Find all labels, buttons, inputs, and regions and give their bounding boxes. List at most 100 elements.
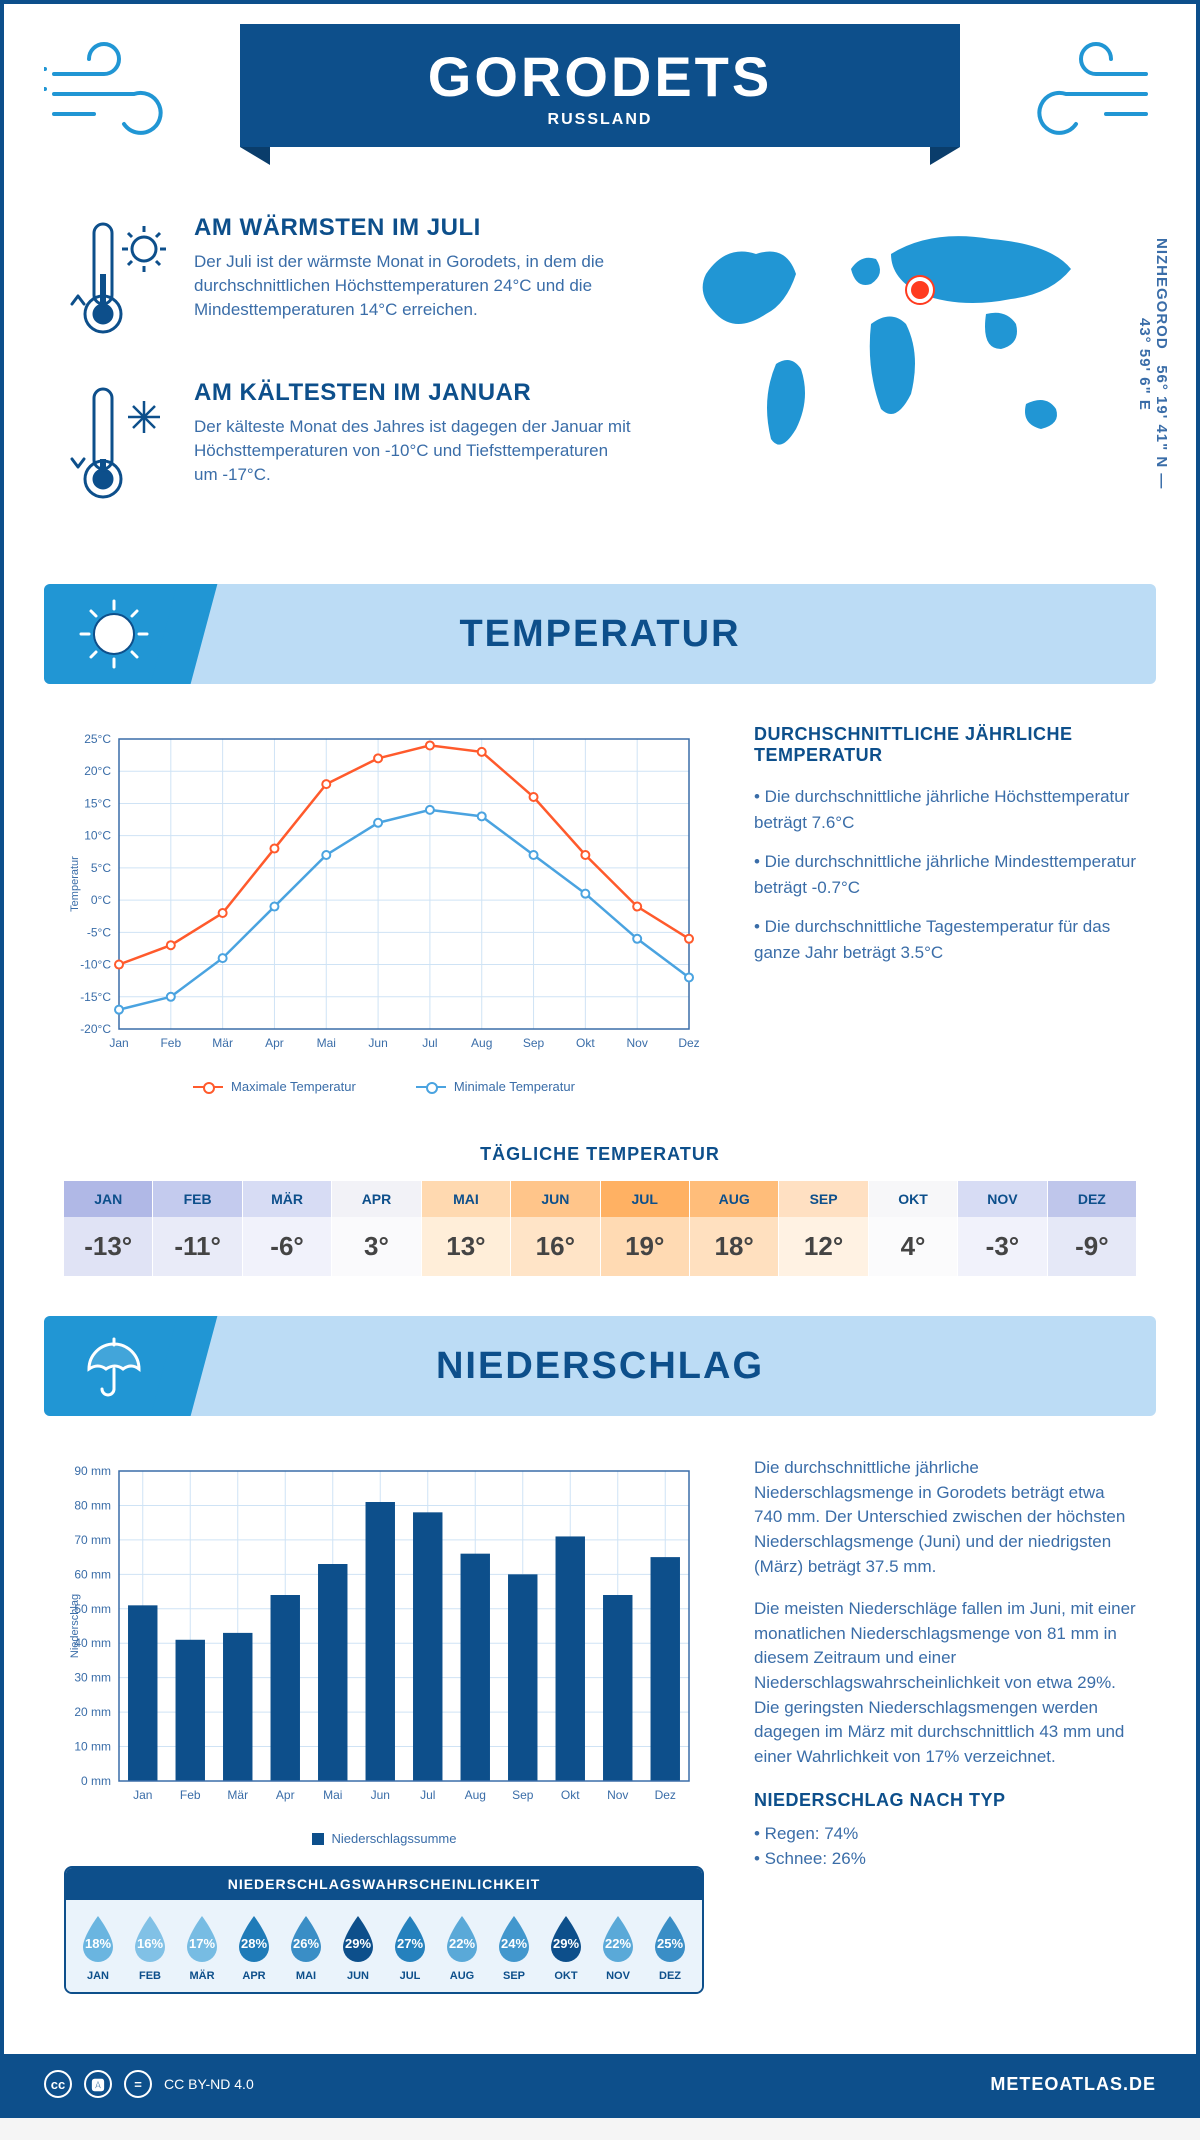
precip-text-1: Die durchschnittliche jährliche Niedersc…	[754, 1456, 1136, 1579]
svg-text:Feb: Feb	[160, 1036, 181, 1050]
daily-cell: JUN16°	[511, 1181, 600, 1276]
svg-text:Dez: Dez	[678, 1036, 699, 1050]
daily-cell: OKT4°	[869, 1181, 958, 1276]
prob-cell: 28%APR	[230, 1914, 278, 1982]
svg-text:5°C: 5°C	[91, 861, 111, 875]
map-location-pin	[907, 277, 933, 303]
country-subtitle: RUSSLAND	[280, 111, 920, 129]
svg-text:80 mm: 80 mm	[74, 1498, 111, 1512]
title-banner: GORODETS RUSSLAND	[240, 24, 960, 147]
svg-text:Jun: Jun	[368, 1036, 387, 1050]
section-title: NIEDERSCHLAG	[204, 1345, 1156, 1388]
svg-text:-10°C: -10°C	[80, 958, 111, 972]
daily-temp-title: TÄGLICHE TEMPERATUR	[4, 1144, 1196, 1165]
cc-icon: cc	[44, 2070, 72, 2098]
svg-text:Jan: Jan	[109, 1036, 128, 1050]
svg-text:Aug: Aug	[465, 1788, 486, 1802]
coldest-fact: AM KÄLTESTEN IM JANUAR Der kälteste Mona…	[64, 379, 636, 514]
coordinates: NIZHEGOROD 56° 19' 41" N — 43° 59' 6" E	[1136, 224, 1170, 504]
prob-cell: 26%MAI	[282, 1914, 330, 1982]
thermometer-snow-icon	[64, 379, 174, 509]
svg-text:20°C: 20°C	[84, 764, 111, 778]
prob-cell: 29%JUN	[334, 1914, 382, 1982]
prob-cell: 22%NOV	[594, 1914, 642, 1982]
prob-cell: 16%FEB	[126, 1914, 174, 1982]
svg-text:70 mm: 70 mm	[74, 1533, 111, 1547]
daily-cell: JAN-13°	[64, 1181, 153, 1276]
precipitation-info: Die durchschnittliche jährliche Niedersc…	[754, 1456, 1136, 1994]
legend-min: .legend-item:nth-child(2) .legend-line::…	[416, 1079, 575, 1094]
svg-text:0 mm: 0 mm	[81, 1774, 111, 1788]
svg-text:Sep: Sep	[523, 1036, 545, 1050]
legend-max: .legend-item:nth-child(1) .legend-line::…	[193, 1079, 356, 1094]
temp-bullet: • Die durchschnittliche jährliche Höchst…	[754, 784, 1136, 835]
svg-text:-15°C: -15°C	[80, 990, 111, 1004]
svg-text:Dez: Dez	[655, 1788, 676, 1802]
prob-cell: 24%SEP	[490, 1914, 538, 1982]
prob-title: NIEDERSCHLAGSWAHRSCHEINLICHKEIT	[66, 1868, 702, 1900]
section-header-temperature: TEMPERATUR	[44, 584, 1156, 684]
svg-text:60 mm: 60 mm	[74, 1567, 111, 1581]
svg-text:Apr: Apr	[265, 1036, 284, 1050]
city-title: GORODETS	[280, 44, 920, 109]
prob-cell: 18%JAN	[74, 1914, 122, 1982]
coldest-text: Der kälteste Monat des Jahres ist dagege…	[194, 415, 636, 486]
wind-icon	[1016, 34, 1156, 154]
daily-cell: MAI13°	[422, 1181, 511, 1276]
precip-type-bullet: • Schnee: 26%	[754, 1846, 1136, 1872]
prob-cell: 29%OKT	[542, 1914, 590, 1982]
section-title: TEMPERATUR	[204, 613, 1156, 656]
daily-cell: SEP12°	[779, 1181, 868, 1276]
daily-cell: NOV-3°	[958, 1181, 1047, 1276]
warmest-text: Der Juli ist der wärmste Monat in Gorode…	[194, 250, 636, 321]
svg-text:Mär: Mär	[227, 1788, 248, 1802]
svg-text:Jan: Jan	[133, 1788, 152, 1802]
daily-cell: AUG18°	[690, 1181, 779, 1276]
site-name: METEOATLAS.DE	[990, 2074, 1156, 2095]
svg-text:Mai: Mai	[317, 1036, 336, 1050]
nd-icon: =	[124, 2070, 152, 2098]
license-text: CC BY-ND 4.0	[164, 2076, 254, 2092]
svg-text:-20°C: -20°C	[80, 1022, 111, 1036]
svg-text:30 mm: 30 mm	[74, 1671, 111, 1685]
daily-cell: MÄR-6°	[243, 1181, 332, 1276]
svg-text:Nov: Nov	[627, 1036, 648, 1050]
temperature-line-chart: -20°C-15°C-10°C-5°C0°C5°C10°C15°C20°C25°…	[64, 724, 704, 1094]
daily-cell: APR3°	[332, 1181, 421, 1276]
precip-probability-box: NIEDERSCHLAGSWAHRSCHEINLICHKEIT 18%JAN16…	[64, 1866, 704, 1994]
coldest-title: AM KÄLTESTEN IM JANUAR	[194, 379, 636, 407]
section-header-precip: NIEDERSCHLAG	[44, 1316, 1156, 1416]
temp-bullet: • Die durchschnittliche jährliche Mindes…	[754, 849, 1136, 900]
svg-text:Mär: Mär	[212, 1036, 233, 1050]
by-icon: 🅰	[84, 2070, 112, 2098]
svg-text:25°C: 25°C	[84, 732, 111, 746]
daily-cell: JUL19°	[601, 1181, 690, 1276]
thermometer-sun-icon	[64, 214, 174, 344]
svg-text:15°C: 15°C	[84, 796, 111, 810]
world-map	[676, 214, 1096, 484]
svg-text:Mai: Mai	[323, 1788, 342, 1802]
svg-text:Feb: Feb	[180, 1788, 201, 1802]
prob-cell: 22%AUG	[438, 1914, 486, 1982]
warmest-fact: AM WÄRMSTEN IM JULI Der Juli ist der wär…	[64, 214, 636, 349]
temp-bullet: • Die durchschnittliche Tagestemperatur …	[754, 914, 1136, 965]
infographic-page: GORODETS RUSSLAND AM WÄRMSTEN IM JULI	[0, 0, 1200, 2118]
sun-icon	[79, 599, 149, 669]
svg-text:Jul: Jul	[422, 1036, 437, 1050]
header-area: GORODETS RUSSLAND	[4, 4, 1196, 184]
temp-info-title: DURCHSCHNITTLICHE JÄHRLICHE TEMPERATUR	[754, 724, 1136, 766]
prob-cell: 27%JUL	[386, 1914, 434, 1982]
temperature-info: DURCHSCHNITTLICHE JÄHRLICHE TEMPERATUR •…	[754, 724, 1136, 1094]
svg-text:Sep: Sep	[512, 1788, 534, 1802]
umbrella-icon	[79, 1331, 149, 1401]
svg-text:90 mm: 90 mm	[74, 1464, 111, 1478]
daily-cell: FEB-11°	[153, 1181, 242, 1276]
footer: cc 🅰 = CC BY-ND 4.0 METEOATLAS.DE	[4, 2054, 1196, 2114]
precip-type-bullet: • Regen: 74%	[754, 1821, 1136, 1847]
svg-text:10 mm: 10 mm	[74, 1740, 111, 1754]
precip-type-title: NIEDERSCHLAG NACH TYP	[754, 1790, 1136, 1811]
prob-cell: 25%DEZ	[646, 1914, 694, 1982]
prob-cell: 17%MÄR	[178, 1914, 226, 1982]
intro-section: AM WÄRMSTEN IM JULI Der Juli ist der wär…	[4, 184, 1196, 584]
precipitation-bar-chart: 0 mm10 mm20 mm30 mm40 mm50 mm60 mm70 mm8…	[64, 1456, 704, 1994]
